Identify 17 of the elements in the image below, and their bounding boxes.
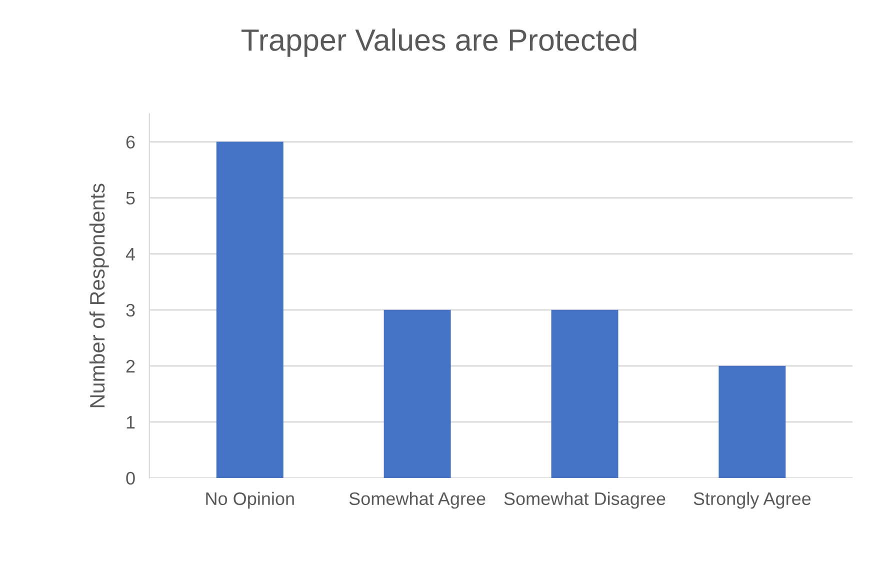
y-tick-label: 3 xyxy=(126,304,135,317)
y-tick-label: 2 xyxy=(126,360,135,372)
y-tick-label: 1 xyxy=(126,416,135,428)
y-tick-label: 6 xyxy=(126,136,135,149)
x-tick-label: Somewhat Disagree xyxy=(504,492,666,509)
bar xyxy=(384,310,451,478)
y-tick-label: 0 xyxy=(126,472,135,485)
y-axis-title: Number of Respondents xyxy=(89,184,109,408)
bar xyxy=(718,366,786,478)
y-tick-label: 5 xyxy=(126,192,135,205)
y-tick-label: 4 xyxy=(126,248,136,260)
x-tick-label: Somewhat Agree xyxy=(349,492,486,509)
bar xyxy=(551,310,618,478)
chart-title: Trapper Values are Protected xyxy=(241,28,636,57)
x-tick-label: Strongly Agree xyxy=(694,492,811,509)
x-tick-label: No Opinion xyxy=(206,492,294,509)
bar xyxy=(216,142,284,478)
